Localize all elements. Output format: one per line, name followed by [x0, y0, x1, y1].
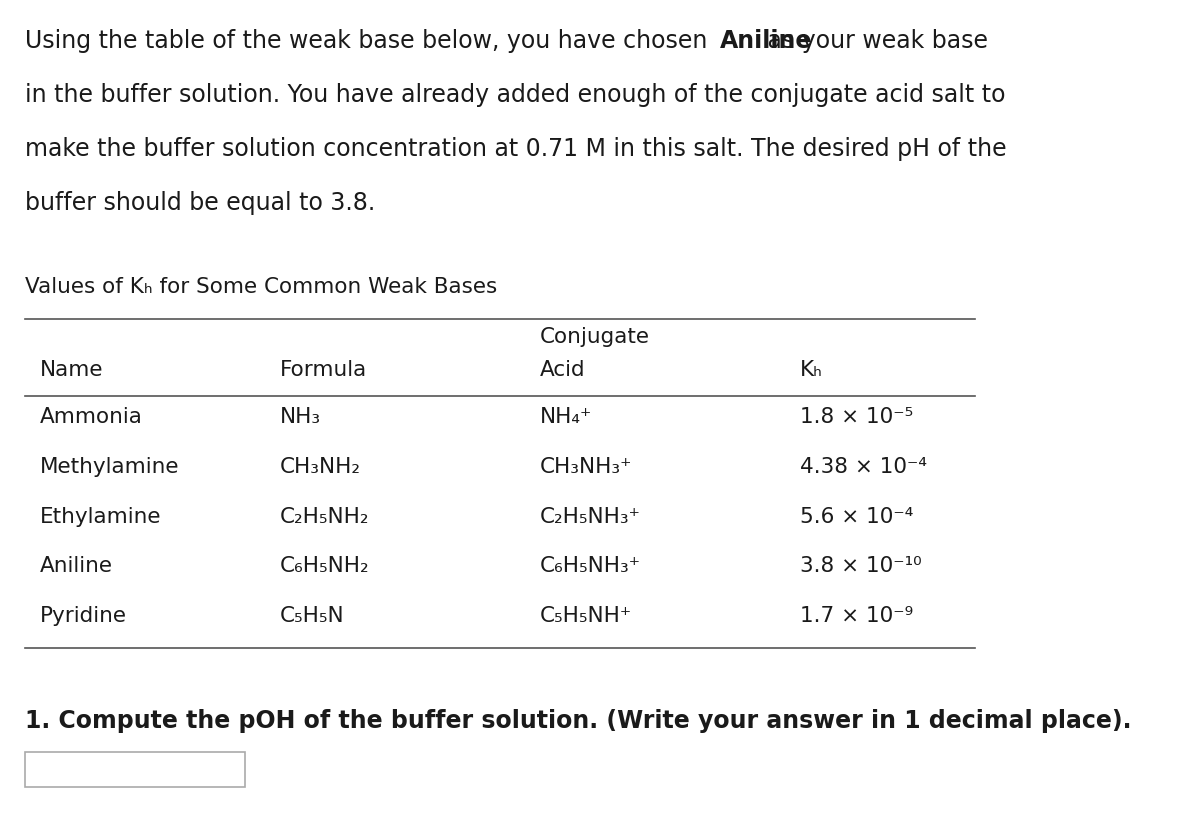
- Text: 1. Compute the pOH of the buffer solution. (Write your answer in 1 decimal place: 1. Compute the pOH of the buffer solutio…: [25, 708, 1132, 732]
- Text: 3.8 × 10⁻¹⁰: 3.8 × 10⁻¹⁰: [800, 556, 922, 575]
- Text: Using the table of the weak base below, you have chosen: Using the table of the weak base below, …: [25, 29, 715, 53]
- Text: Aniline: Aniline: [720, 29, 812, 53]
- Text: in the buffer solution. You have already added enough of the conjugate acid salt: in the buffer solution. You have already…: [25, 83, 1006, 107]
- Text: as your weak base: as your weak base: [760, 29, 988, 53]
- Text: Name: Name: [40, 359, 103, 379]
- Text: Pyridine: Pyridine: [40, 605, 127, 625]
- Text: make the buffer solution concentration at 0.71 M in this salt. The desired pH of: make the buffer solution concentration a…: [25, 137, 1007, 161]
- Text: Ethylamine: Ethylamine: [40, 506, 162, 526]
- Text: Values of Kₕ for Some Common Weak Bases: Values of Kₕ for Some Common Weak Bases: [25, 277, 497, 296]
- Bar: [25, 752, 245, 787]
- Text: 1.7 × 10⁻⁹: 1.7 × 10⁻⁹: [800, 605, 913, 625]
- Text: buffer should be equal to 3.8.: buffer should be equal to 3.8.: [25, 190, 376, 214]
- Text: Conjugate: Conjugate: [540, 326, 650, 346]
- Text: Aniline: Aniline: [40, 556, 113, 575]
- Text: Methylamine: Methylamine: [40, 456, 180, 476]
- Text: Acid: Acid: [540, 359, 586, 379]
- Text: C₅H₅N: C₅H₅N: [280, 605, 344, 625]
- Text: C₂H₅NH₃⁺: C₂H₅NH₃⁺: [540, 506, 641, 526]
- Text: 4.38 × 10⁻⁴: 4.38 × 10⁻⁴: [800, 456, 928, 476]
- Text: C₅H₅NH⁺: C₅H₅NH⁺: [540, 605, 632, 625]
- Text: 5.6 × 10⁻⁴: 5.6 × 10⁻⁴: [800, 506, 913, 526]
- Text: CH₃NH₃⁺: CH₃NH₃⁺: [540, 456, 632, 476]
- Text: Kₕ: Kₕ: [800, 359, 823, 379]
- Text: 1.8 × 10⁻⁵: 1.8 × 10⁻⁵: [800, 407, 913, 426]
- Text: C₆H₅NH₃⁺: C₆H₅NH₃⁺: [540, 556, 641, 575]
- Text: C₂H₅NH₂: C₂H₅NH₂: [280, 506, 370, 526]
- Text: NH₄⁺: NH₄⁺: [540, 407, 593, 426]
- Text: Ammonia: Ammonia: [40, 407, 143, 426]
- Text: NH₃: NH₃: [280, 407, 322, 426]
- Text: Formula: Formula: [280, 359, 367, 379]
- Text: CH₃NH₂: CH₃NH₂: [280, 456, 361, 476]
- Text: C₆H₅NH₂: C₆H₅NH₂: [280, 556, 370, 575]
